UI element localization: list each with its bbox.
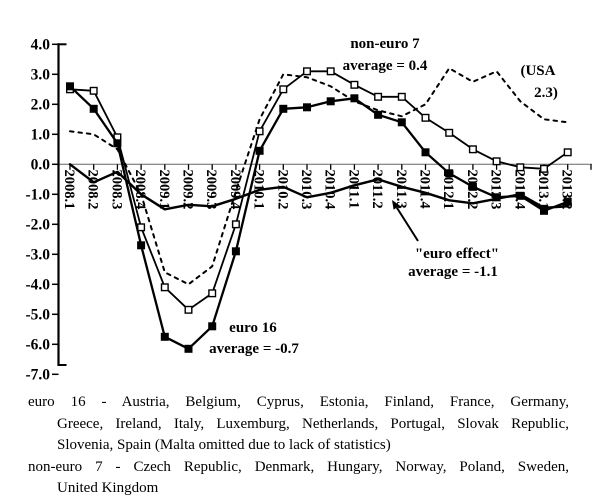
x-tick-label: 2008.4 [132,170,148,210]
annotation-noneuro7_label: non-euro 7 [350,36,420,52]
x-tick-label: 2011.4 [417,170,433,209]
series-euro16-marker [160,332,169,341]
x-tick-label: 2008.2 [85,170,101,210]
series-noneuro7-line [69,70,569,311]
series-noneuro7-marker [255,127,264,136]
y-tick-label: 2.0 [31,97,51,114]
series-euro16-marker [89,104,98,113]
x-tick-label: 2012.3 [488,170,504,210]
series-euro16-marker [468,182,477,191]
annotation-usa_label: 2.3) [534,85,558,101]
y-tick-label: -1.0 [25,187,50,204]
x-tick-label: 2008.1 [61,170,77,210]
chart-svg: 4.0 3.0 2.0 1.0 0.0 -1.0 -2.0 -3.0 -4.0 -5.0 -6.0 -… [25,36,592,384]
series-euro16-marker [184,344,193,353]
x-tick-label: 2011.3 [393,170,409,209]
caption-line: non-euro 7 - Czech Republic, Denmark, Hu… [28,458,569,475]
series-euro16-marker [137,241,146,250]
series-euro16-marker [303,103,312,112]
x-tick-label: 2011.2 [369,170,385,209]
x-tick-label: 2009.1 [156,170,172,210]
annotation-euro16_label: euro 16 [229,320,277,336]
series-noneuro7-marker [279,85,288,94]
annotation-euroeffect_label: average = -1.1 [408,264,498,280]
series-euro16-marker [231,247,240,256]
series-noneuro7-marker [492,157,501,166]
series-noneuro7-marker [326,67,335,76]
series-noneuro7-marker [137,223,146,232]
series-euro16-marker [397,118,406,127]
y-tick-label: -7.0 [25,367,50,384]
series-noneuro7-marker [374,92,383,101]
y-tick-label: -6.0 [25,337,50,354]
series-euro16-marker [279,104,288,113]
caption-line: United Kingdom [57,480,159,497]
x-tick-label: 2011.1 [345,170,361,209]
series-euro16-marker [350,94,359,103]
series-noneuro7-marker [350,80,359,89]
y-tick-label: -5.0 [25,307,50,324]
y-tick-label: 0.0 [31,157,51,174]
series-euro16-marker [516,191,525,200]
y-tick-label: -2.0 [25,217,50,234]
series-euro16-marker [255,146,264,155]
x-tick-label: 2009.3 [203,170,219,210]
series-euro16-marker [563,197,572,206]
series-noneuro7-marker [303,67,312,76]
caption-line: euro 16 - Austria, Belgium, Cyprus, Esto… [28,394,569,410]
annotation-euro16_label: average = -0.7 [209,341,299,357]
annotation-usa_label: (USA [520,63,555,79]
series-noneuro7-marker [208,289,217,298]
series-noneuro7-marker [397,92,406,101]
series-euro16-marker [421,148,430,157]
series-euro16-marker [445,169,454,178]
x-tick-label: 2010.4 [322,170,338,210]
series-noneuro7-marker [540,164,549,173]
x-tick-label: 2009.2 [180,170,196,210]
x-tick-label: 2013.1 [535,170,551,210]
series-euro16-marker [374,110,383,119]
x-tick-label: 2010.3 [298,170,314,210]
series-noneuro7-marker [516,163,525,172]
series-euro16-marker [492,193,501,202]
x-tick-label: 2012.4 [511,170,527,210]
series-noneuro7-marker [231,220,240,229]
series-euro16-marker [113,139,122,148]
series-noneuro7-marker [563,148,572,157]
y-tick-label: -4.0 [25,277,50,294]
series-noneuro7-marker [421,113,430,122]
y-tick-label: 4.0 [31,37,51,54]
series-euro16-marker [326,97,335,106]
series-euro16-marker [65,82,74,91]
annotation-euroeffect_label: "euro effect" [415,246,499,262]
caption-line: Slovenia, Spain (Malta omitted due to la… [57,437,391,454]
x-tick-label: 2010.2 [274,170,290,210]
y-tick-label: 1.0 [31,127,51,144]
x-tick-label: 2008.3 [108,170,124,210]
series-euro16-marker [208,322,217,331]
series-euro_effect-line [68,163,569,211]
series-usa-line [69,67,569,286]
series-euro16-line [68,85,569,350]
annotation-noneuro7_label: average = 0.4 [343,58,428,74]
series-noneuro7-marker [184,305,193,314]
annotation-arrow-head [392,200,401,210]
caption: euro 16 - Austria, Belgium, Cyprus, Esto… [28,392,569,497]
y-tick-label: 3.0 [31,67,51,84]
y-tick-label: -3.0 [25,247,50,264]
series-noneuro7-marker [445,128,454,137]
annotation-arrow-shaft [395,207,419,242]
caption-line: Greece, Ireland, Italy, Luxemburg, Nethe… [57,415,569,432]
series-noneuro7-marker [468,145,477,154]
series-noneuro7-marker [89,86,98,95]
series-noneuro7-marker [160,283,169,292]
series-euro16-marker [540,206,549,215]
